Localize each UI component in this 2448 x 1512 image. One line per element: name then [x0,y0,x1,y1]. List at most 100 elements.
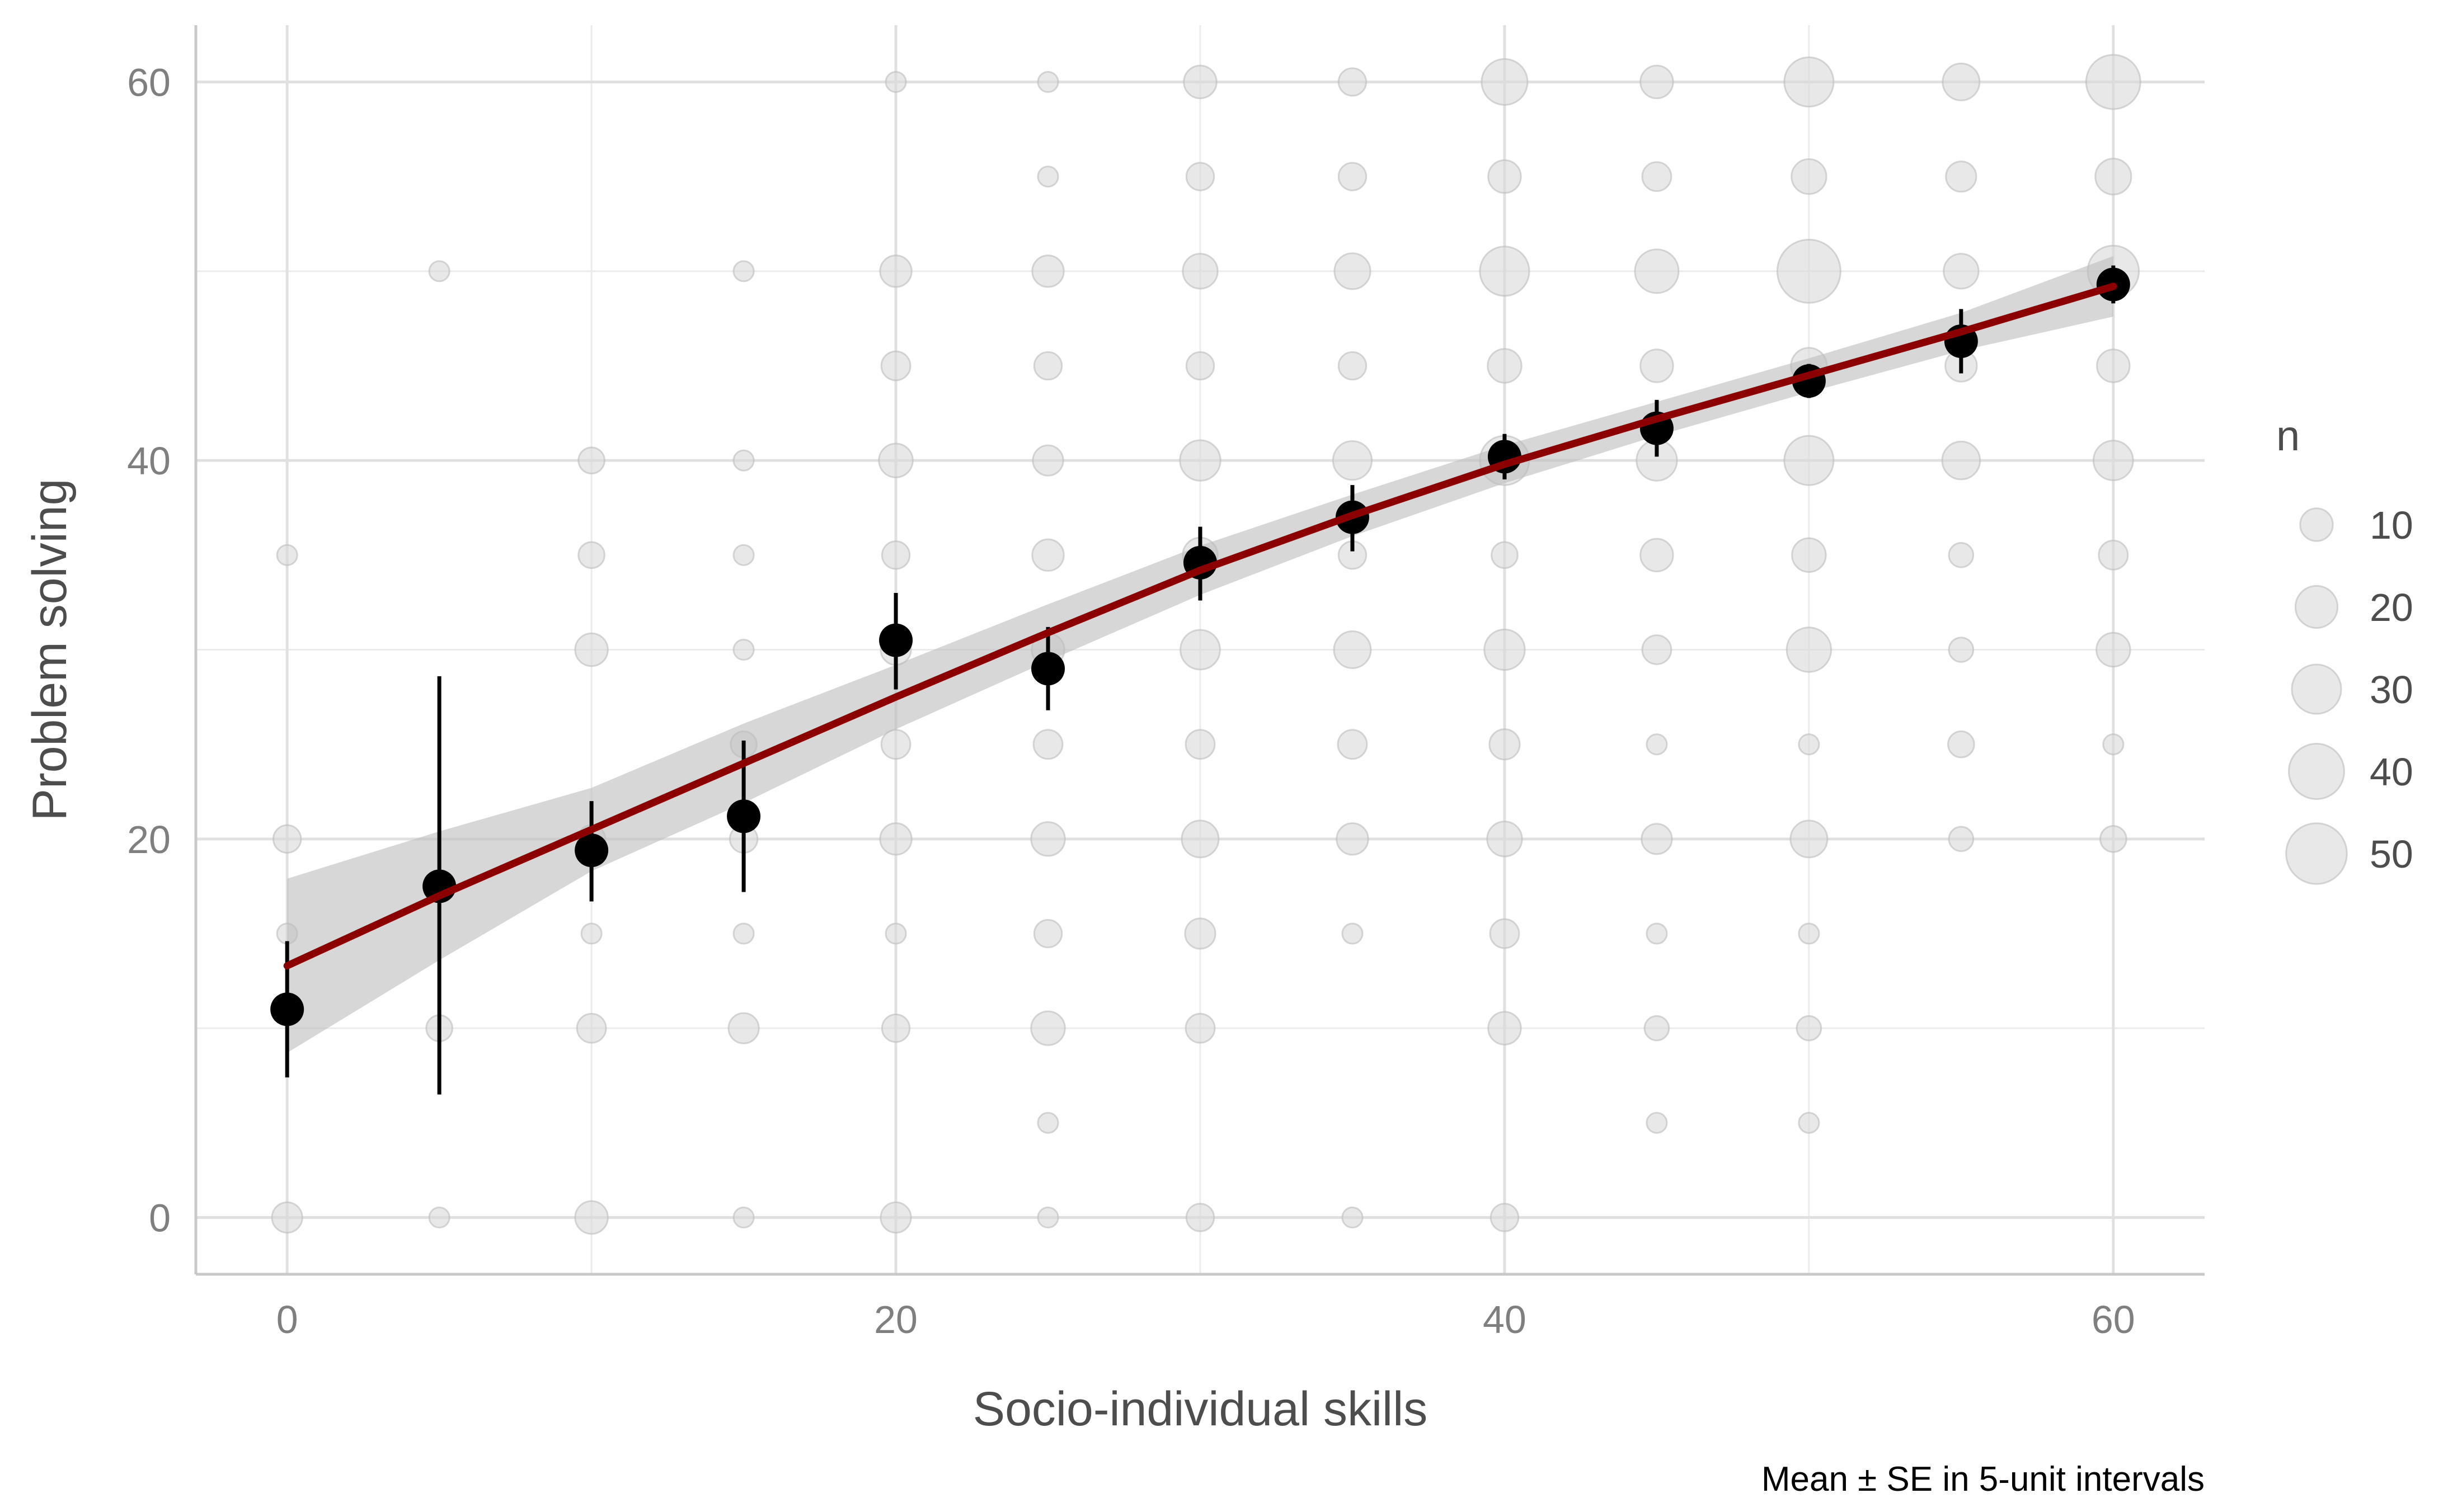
count-point [428,260,450,282]
count-point [1490,1203,1520,1232]
count-point [1180,629,1221,671]
y-tick-label: 20 [127,818,171,861]
count-point [1783,56,1835,108]
count-point [2085,54,2141,110]
count-point [1487,159,1522,194]
count-point [878,442,914,478]
count-point [732,638,755,661]
fit-line [283,282,2117,970]
count-point [1947,730,1975,759]
count-point [1641,823,1673,855]
count-point [727,1012,760,1044]
count-point [1337,729,1368,760]
legend-key [2285,822,2348,885]
y-tick-label: 40 [127,439,171,483]
count-point [574,1200,609,1235]
count-point [1185,351,1215,381]
count-point [1943,253,1980,290]
count-point [732,449,755,472]
count-point [1948,542,1975,568]
count-point [1179,439,1221,482]
count-point [1037,1206,1059,1229]
count-points [271,54,2141,1235]
legend-title: n [2276,412,2300,460]
count-point [2102,733,2125,756]
count-point [732,922,755,945]
count-point [1786,627,1833,673]
count-point [1341,922,1364,945]
count-point [1031,538,1065,572]
count-point [1646,733,1668,756]
legend-key [2291,663,2342,715]
count-point [1030,1010,1066,1046]
count-point [271,1201,303,1234]
count-point [1646,1111,1668,1134]
chart-caption: Mean ± SE in 5-unit intervals [1761,1460,2205,1499]
legend-key [2294,585,2339,629]
count-point [885,922,907,945]
count-point [1488,728,1521,761]
mean-point [575,833,609,868]
count-point [2099,825,2127,853]
count-point [880,729,911,760]
count-point [880,350,911,381]
count-point [885,70,907,93]
mean-point [879,623,913,657]
count-point [1481,58,1529,106]
count-point [1333,252,1371,290]
count-point [1491,541,1519,569]
legend-label: 40 [2370,750,2413,794]
count-point [1945,161,1977,193]
count-point [577,446,605,474]
legend-key [2299,507,2334,542]
count-point [1033,918,1063,949]
count-point [732,260,755,282]
legend-label: 30 [2370,668,2413,712]
count-point [1341,1206,1364,1229]
count-point [1184,917,1216,950]
count-point [1030,821,1066,857]
count-point [1643,1015,1670,1042]
count-point [1798,922,1820,945]
count-point [1487,1011,1522,1045]
count-point [1037,70,1059,93]
fit-line-layer [283,282,2117,970]
y-tick-label: 0 [149,1197,171,1240]
count-point [1796,1015,1822,1042]
count-point [1182,253,1219,290]
count-point [2098,539,2129,571]
count-point [1333,630,1372,669]
count-point [1487,348,1523,384]
x-tick-label: 60 [2092,1298,2135,1341]
count-point [1486,821,1523,858]
count-point [577,541,605,569]
count-point [1798,733,1820,756]
count-point [1181,819,1220,859]
legend-key [2288,743,2345,800]
count-point [1031,255,1065,288]
count-point [1032,729,1064,760]
count-point [1798,1111,1820,1134]
count-point [1639,348,1674,383]
count-point [879,255,913,288]
count-point [1183,64,1218,100]
count-point [1337,162,1368,191]
count-point [1032,444,1064,477]
count-point [1776,238,1841,304]
count-point [2092,440,2134,482]
count-point [1185,1203,1215,1232]
x-tick-label: 20 [874,1298,918,1341]
count-point [2096,348,2131,383]
count-point [1791,158,1827,195]
y-tick-label: 60 [127,61,171,105]
count-point [1037,1111,1059,1134]
count-point [428,1206,450,1229]
count-point [881,1013,911,1043]
x-tick-label: 0 [276,1298,298,1341]
count-point [580,922,603,945]
count-point [2094,158,2132,196]
count-point [879,822,913,856]
confidence-band-layer [287,256,2113,1053]
legend: n 10 20 30 40 50 [2276,412,2413,885]
